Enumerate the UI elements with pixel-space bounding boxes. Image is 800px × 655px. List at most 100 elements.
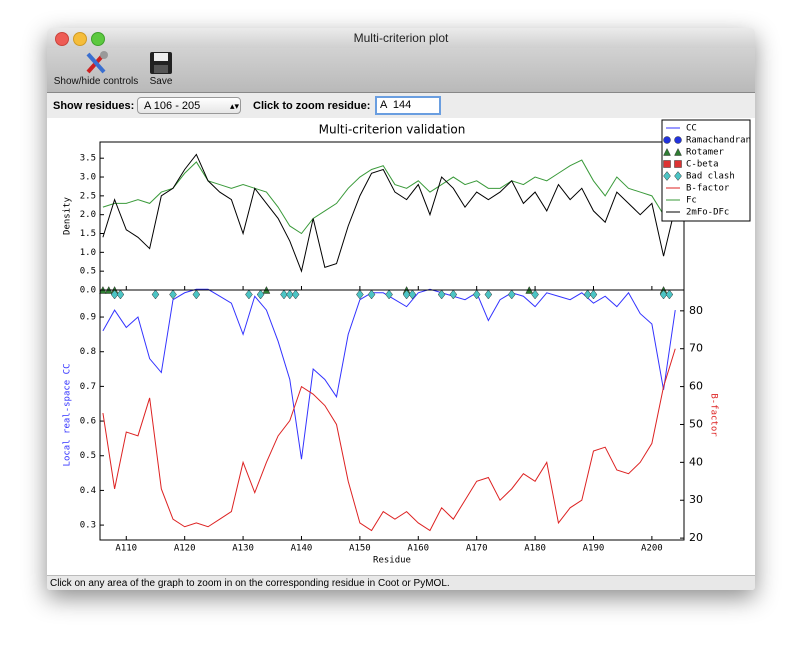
marker: [663, 160, 671, 168]
x-tick-label: A160: [407, 544, 429, 554]
marker: [484, 289, 493, 300]
marker: [674, 160, 682, 168]
x-tick-label: A200: [641, 544, 663, 554]
marker: [674, 147, 682, 156]
marker: [663, 136, 671, 144]
legend-label: C-beta: [686, 160, 719, 170]
label: Show residues:: [53, 100, 135, 112]
marker: [356, 289, 364, 300]
x-tick-label: A190: [583, 544, 605, 554]
marker: [472, 289, 481, 300]
marker: [663, 147, 671, 156]
button-label: Show/hide controls: [53, 76, 139, 87]
legend-label: CC: [686, 124, 697, 134]
marker: [659, 289, 668, 300]
zoom-input[interactable]: A 144: [375, 96, 441, 115]
series-line: [102, 159, 676, 235]
zoom-button[interactable]: [91, 32, 105, 46]
tools-icon: [86, 51, 108, 74]
x-tick-label: A110: [115, 544, 137, 554]
y-axis-label: Local real-space CC: [63, 364, 73, 467]
y-tick-label: 0.4: [80, 486, 96, 496]
residue-select[interactable]: A 106 - 205 ▴▾: [137, 97, 241, 114]
close-button[interactable]: [55, 32, 69, 46]
marker: [665, 289, 674, 300]
marker: [449, 289, 458, 300]
legend-label: Rotamer: [686, 148, 725, 158]
y2-tick-label: 50: [689, 417, 703, 430]
title-bar: Multi-criterion plot: [47, 28, 755, 48]
chart-title: Multi-criterion validation: [319, 123, 466, 137]
marker: [245, 289, 253, 300]
y2-tick-label: 20: [689, 531, 703, 544]
x-tick-label: A140: [291, 544, 313, 554]
legend-label: 2mFo-DFc: [686, 208, 729, 218]
marker: [674, 136, 682, 144]
toolbar: Show/hide controls Save: [47, 48, 755, 93]
y-tick-label: 2.5: [80, 191, 96, 201]
y2-axis-label: B-factor: [709, 393, 719, 437]
x-tick-label: A150: [349, 544, 371, 554]
marker: [402, 289, 411, 300]
series-line: [102, 153, 676, 273]
y2-tick-label: 80: [689, 304, 703, 317]
marker: [110, 289, 119, 300]
y2-tick-label: 60: [689, 380, 703, 393]
marker: [367, 289, 376, 300]
toolbar-button[interactable]: Save: [143, 50, 179, 87]
x-tick-label: A120: [174, 544, 196, 554]
marker: [531, 289, 539, 300]
marker: [385, 289, 393, 300]
chart: Multi-criterion validation 0.0 0.5 1.0 1.5 2.…: [47, 118, 755, 575]
y-tick-label: 1.0: [80, 248, 96, 258]
legend-label: Ramachandran: [686, 136, 751, 146]
x-tick-label: A130: [232, 544, 254, 554]
save-icon: [150, 52, 172, 74]
y2-tick-label: 30: [689, 493, 703, 506]
button-label: Save: [149, 76, 173, 87]
y2-tick-label: 70: [689, 342, 703, 355]
marker: [408, 289, 417, 300]
status-bar: Click on any area of the graph to zoom i…: [47, 575, 755, 590]
y-tick-label: 2.0: [80, 210, 96, 220]
marker: [256, 289, 265, 300]
window-title: Multi-criterion plot: [353, 31, 449, 45]
window: Multi-criterion plot Show/hide controls …: [47, 28, 755, 590]
marker: [663, 171, 671, 181]
marker: [507, 289, 516, 300]
y-tick-label: 0.8: [80, 347, 96, 357]
minimize-button[interactable]: [73, 32, 87, 46]
y2-tick-label: 40: [689, 455, 703, 468]
select-arrows: ▴▾: [230, 101, 240, 111]
axes-frame: [99, 289, 685, 541]
legend-label: Bad clash: [686, 172, 735, 182]
y-tick-label: 0.7: [80, 382, 96, 392]
marker: [285, 289, 294, 300]
marker: [589, 289, 598, 300]
marker: [169, 289, 177, 300]
y-tick-label: 0.6: [80, 417, 96, 427]
x-axis-label: Residue: [373, 556, 411, 566]
y-tick-label: 0.3: [80, 521, 96, 531]
label: Click to zoom residue:: [253, 100, 371, 112]
marker: [437, 289, 446, 300]
y-axis-label: Density: [63, 196, 73, 235]
toolbar-button[interactable]: Show/hide controls: [51, 50, 141, 87]
legend-label: Fc: [686, 196, 697, 206]
y-tick-label: 0.5: [80, 451, 96, 461]
legend-label: B-factor: [686, 184, 730, 194]
y-tick-label: 3.0: [80, 173, 96, 183]
marker: [674, 171, 682, 181]
select-value: A 106 - 205: [144, 100, 201, 112]
y-tick-label: 0.9: [80, 313, 96, 323]
y-tick-label: 3.5: [80, 154, 96, 164]
marker: [583, 289, 592, 300]
input-value: A 144: [380, 99, 412, 111]
x-tick-label: A180: [524, 544, 546, 554]
legend: CC Ramachandran Rotamer C-beta Bad clash B-fa…: [661, 119, 751, 222]
series-line: [102, 348, 676, 532]
marker: [280, 289, 288, 300]
marker: [192, 289, 201, 300]
marker: [116, 289, 125, 300]
